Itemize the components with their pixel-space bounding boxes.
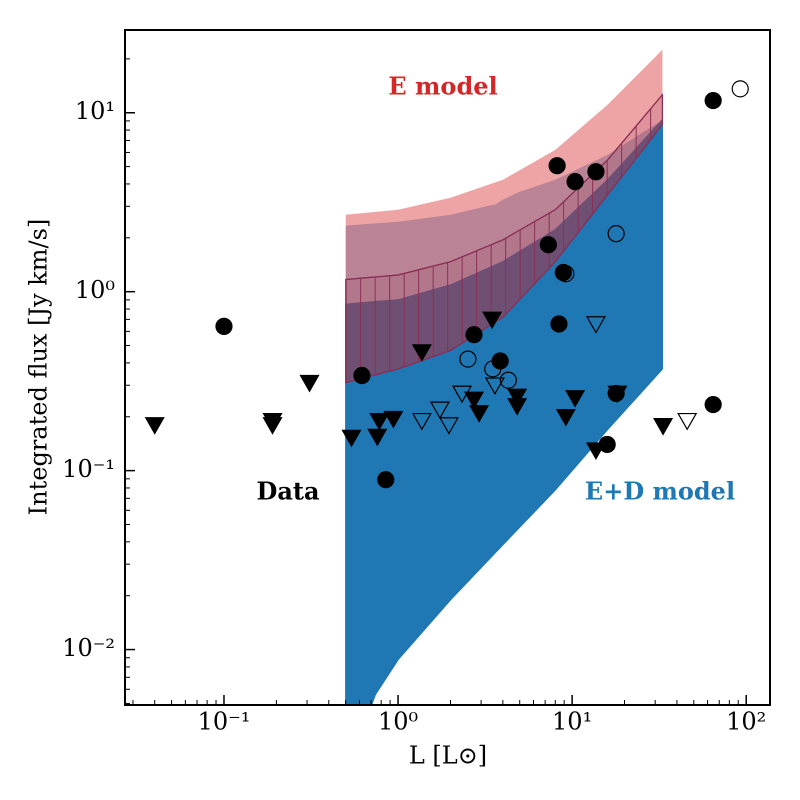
upper-limit: [555, 408, 576, 427]
y-tick-label: 10¹: [75, 97, 115, 125]
y-tick-label: 10⁻²: [62, 634, 115, 662]
x-tick-label: 10⁰: [378, 708, 418, 736]
upper-limit: [565, 390, 586, 408]
x-tick-label: 10⁻¹: [198, 708, 251, 736]
data-point: [550, 315, 568, 333]
upper-limit: [469, 405, 490, 423]
upper-limit: [482, 311, 503, 330]
upper-limit: [451, 385, 473, 404]
data-point: [377, 471, 395, 489]
data-point: [465, 326, 483, 344]
data-point: [704, 91, 722, 110]
data-point: [566, 173, 584, 191]
upper-limit: [484, 377, 505, 396]
upper-limit: [429, 401, 450, 420]
upper-limit: [653, 418, 674, 436]
y-axis-label: Integrated flux [Jy km/s]: [25, 219, 53, 516]
data-label: Data: [257, 477, 320, 506]
model-bands: [345, 49, 663, 705]
data-point: [484, 360, 502, 378]
e-model-label: E model: [388, 72, 497, 101]
upper-limit: [463, 391, 485, 410]
band-edge: [370, 368, 663, 705]
data-points: [144, 80, 749, 489]
band-edge: [345, 94, 663, 281]
upper-limit: [367, 428, 388, 447]
data-point: [607, 225, 625, 243]
data-point: [539, 236, 557, 254]
x-axis-label: L [L⊙]: [409, 742, 487, 770]
upper-limit: [438, 417, 459, 435]
upper-limit: [585, 442, 606, 460]
upper-limit: [144, 417, 165, 435]
upper-limit: [585, 316, 606, 334]
upper-limit: [507, 388, 528, 407]
upper-limit: [369, 412, 390, 431]
upper-limit: [411, 412, 432, 431]
data-point: [731, 80, 749, 98]
upper-limit: [607, 385, 628, 404]
upper-limit: [262, 417, 283, 435]
data-point: [704, 395, 722, 414]
y-tick-label: 10⁻¹: [62, 455, 115, 483]
x-tick-label: 10²: [726, 708, 766, 736]
data-point: [557, 265, 575, 283]
data-point: [215, 317, 233, 335]
upper-limit: [383, 410, 404, 429]
x-tick-label: 10¹: [552, 708, 592, 736]
data-point: [587, 163, 605, 181]
upper-limit: [411, 344, 432, 362]
data-point: [548, 157, 566, 175]
upper-limit: [507, 398, 528, 416]
data-point: [353, 366, 371, 385]
data-point: [499, 371, 517, 389]
upper-limit: [677, 412, 698, 431]
y-tick-label: 10⁰: [75, 276, 115, 304]
data-point: [459, 350, 477, 368]
band-edge: [345, 124, 663, 384]
upper-limit: [299, 374, 320, 393]
ed-model-label: E+D model: [585, 477, 735, 506]
plot-frame: [124, 29, 771, 706]
upper-limit: [341, 429, 362, 448]
